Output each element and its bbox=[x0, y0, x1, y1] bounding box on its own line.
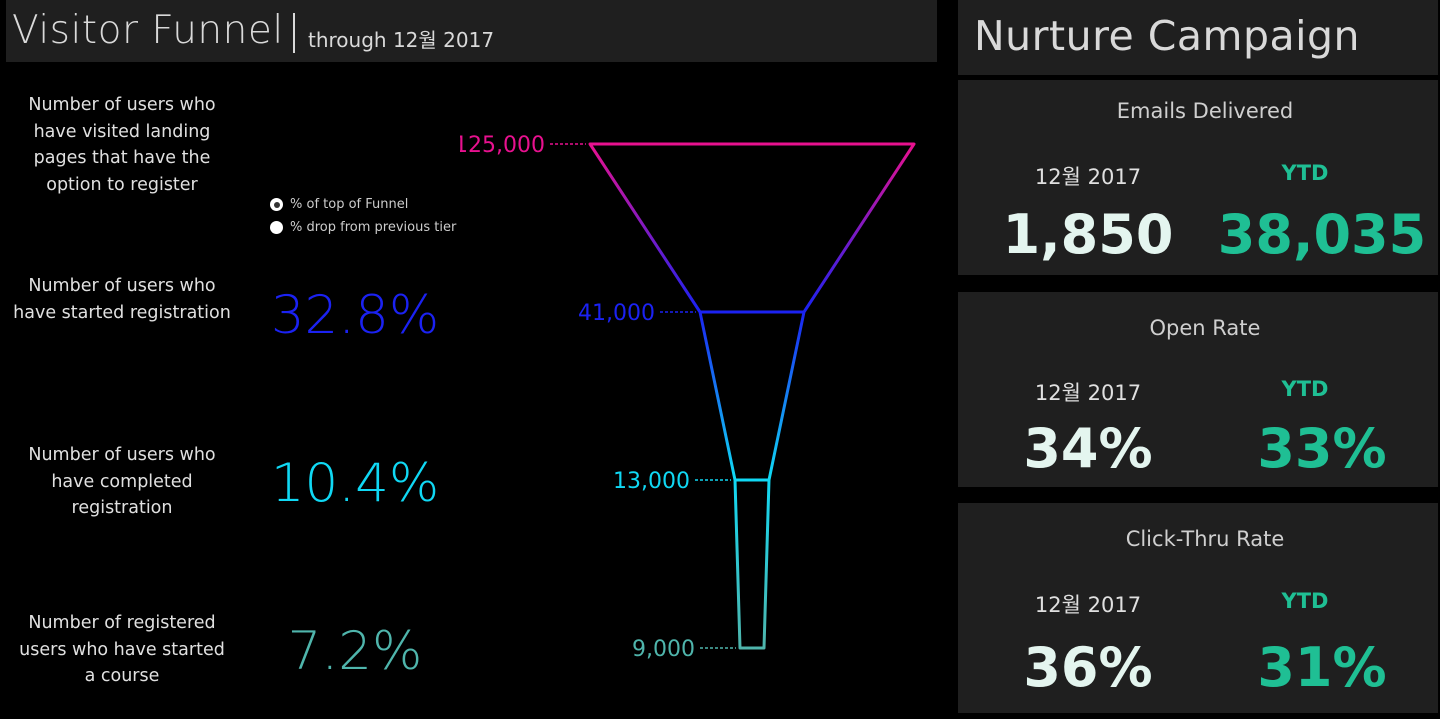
kpi-ytd-label: YTD bbox=[1281, 161, 1329, 185]
funnel-subtitle: through 12월 2017 bbox=[308, 28, 495, 52]
kpi-title: Open Rate bbox=[1149, 316, 1261, 340]
percent-mode-radio-group: % of top of Funnel % drop from previous … bbox=[270, 193, 456, 239]
funnel-tier-3-value: 13,000 bbox=[613, 469, 690, 494]
click-thru-rate-card: Click-Thru Rate 12월 2017 YTD 36% 31% bbox=[958, 503, 1438, 713]
tier-2-label: Number of users who have started registr… bbox=[13, 276, 231, 323]
kpi-month-label: 12월 2017 bbox=[1034, 165, 1142, 189]
kpi-title: Emails Delivered bbox=[1116, 99, 1294, 123]
kpi-ytd-value: 33% bbox=[1257, 417, 1387, 480]
emails-delivered-card: Emails Delivered 12월 2017 YTD 1,850 38,0… bbox=[958, 80, 1438, 275]
kpi-month-label: 12월 2017 bbox=[1034, 381, 1142, 405]
radio-top-of-funnel-label: % of top of Funnel bbox=[290, 197, 409, 212]
funnel-header: Visitor Funnel through 12월 2017 bbox=[6, 0, 937, 62]
radio-drop-previous-label: % drop from previous tier bbox=[290, 220, 457, 235]
tier-4-label: Number of registered users who have star… bbox=[19, 613, 225, 686]
funnel-tier-2-value: 41,000 bbox=[578, 301, 655, 326]
kpi-ytd-value: 38,035 bbox=[1217, 203, 1427, 266]
kpi-month-value: 1,850 bbox=[1002, 203, 1174, 266]
kpi-month-value: 36% bbox=[1023, 636, 1153, 699]
tier-1-label: Number of users who have visited landing… bbox=[28, 95, 216, 195]
kpi-month-value: 34% bbox=[1023, 417, 1153, 480]
title-divider bbox=[293, 13, 295, 53]
tier-3-label: Number of users who have completed regis… bbox=[28, 445, 216, 518]
kpi-ytd-value: 31% bbox=[1257, 636, 1387, 699]
kpi-ytd-label: YTD bbox=[1281, 589, 1329, 613]
funnel-title: Visitor Funnel bbox=[12, 8, 284, 53]
radio-top-of-funnel[interactable]: % of top of Funnel bbox=[270, 193, 456, 216]
radio-drop-previous[interactable]: % drop from previous tier bbox=[270, 216, 456, 239]
kpi-title: Click-Thru Rate bbox=[1125, 527, 1285, 551]
funnel-tier-4-value: 9,000 bbox=[632, 637, 695, 662]
nurture-header: Nurture Campaign bbox=[958, 0, 1438, 75]
funnel-outline bbox=[588, 142, 916, 650]
open-rate-card: Open Rate 12월 2017 YTD 34% 33% bbox=[958, 292, 1438, 487]
radio-selected-icon[interactable] bbox=[270, 198, 283, 211]
radio-unselected-icon[interactable] bbox=[270, 221, 283, 234]
kpi-ytd-label: YTD bbox=[1281, 377, 1329, 401]
nurture-title: Nurture Campaign bbox=[974, 12, 1361, 60]
kpi-month-label: 12월 2017 bbox=[1034, 593, 1142, 617]
funnel-chart: 125,000 41,000 13,000 9,000 bbox=[460, 133, 916, 662]
funnel-tier-1-value: 125,000 bbox=[460, 133, 545, 158]
tier-2-percent: 32.8% bbox=[270, 285, 440, 346]
tier-3-percent: 10.4% bbox=[270, 453, 440, 514]
tier-4-percent: 7.2% bbox=[287, 621, 423, 682]
